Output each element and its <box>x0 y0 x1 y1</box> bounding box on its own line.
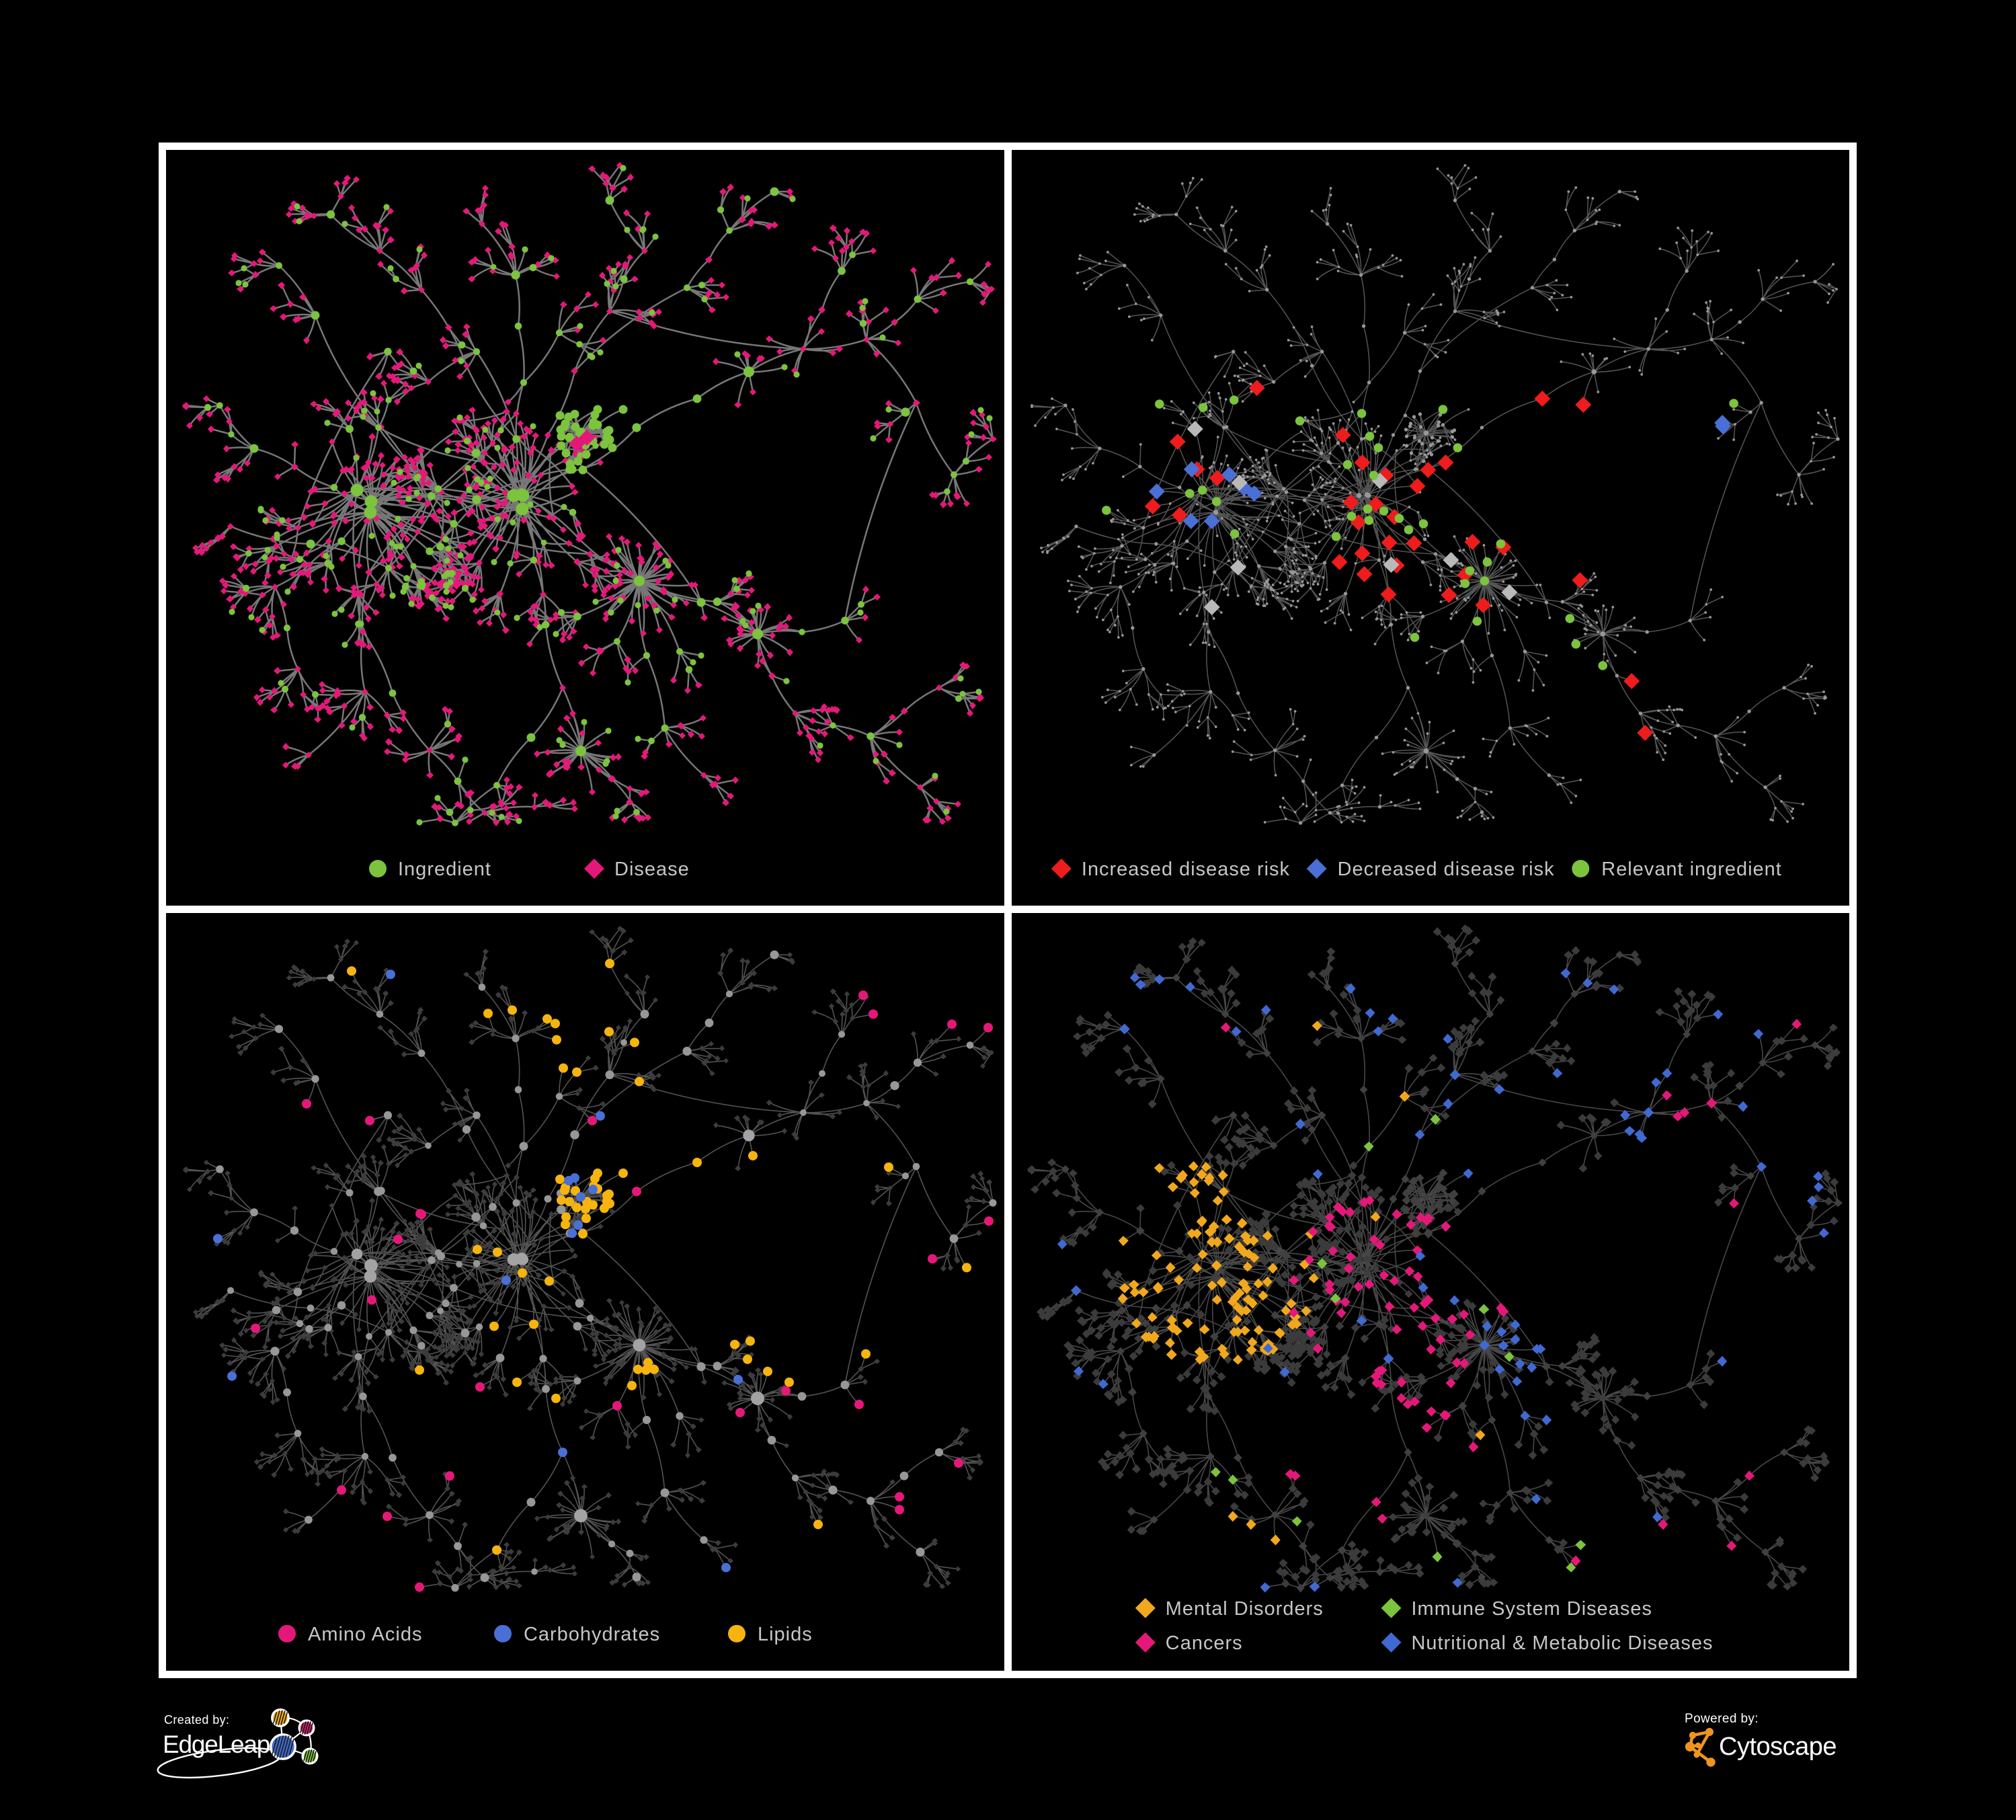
svg-text:Cancers: Cancers <box>1166 1632 1243 1654</box>
svg-text:Amino Acids: Amino Acids <box>308 1624 422 1645</box>
svg-text:Carbohydrates: Carbohydrates <box>524 1624 660 1645</box>
svg-text:Powered by:: Powered by: <box>1685 1712 1759 1726</box>
svg-text:Created by:: Created by: <box>164 1713 229 1727</box>
svg-text:Increased disease risk: Increased disease risk <box>1082 859 1290 880</box>
svg-text:Disease: Disease <box>614 859 690 880</box>
svg-text:Cytoscape: Cytoscape <box>1719 1733 1837 1761</box>
svg-text:Decreased disease risk: Decreased disease risk <box>1338 859 1555 880</box>
svg-text:Lipids: Lipids <box>758 1624 813 1645</box>
svg-text:Mental Disorders: Mental Disorders <box>1166 1598 1324 1620</box>
svg-text:Relevant ingredient: Relevant ingredient <box>1601 859 1782 880</box>
svg-text:Ingredient: Ingredient <box>398 859 491 880</box>
svg-text:EdgeLeap: EdgeLeap <box>163 1731 270 1758</box>
svg-text:Nutritional & Metabolic Diseas: Nutritional & Metabolic Diseases <box>1412 1632 1713 1654</box>
svg-text:Immune System Diseases: Immune System Diseases <box>1412 1598 1652 1620</box>
